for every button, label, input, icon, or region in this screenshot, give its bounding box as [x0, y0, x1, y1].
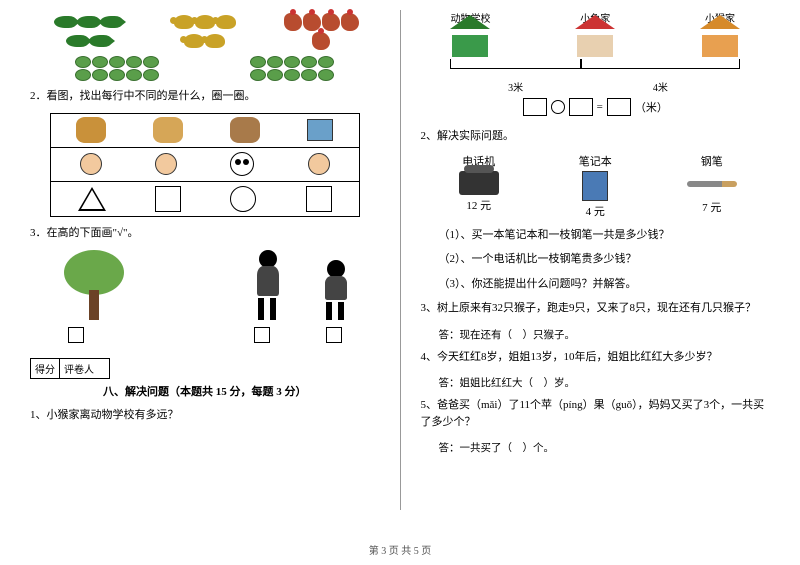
equation-row: = （米） — [420, 98, 770, 116]
eq-unit: （米） — [635, 99, 668, 115]
item-notebook: 笔记本 4 元 — [555, 153, 635, 219]
score-box: 得分 评卷人 — [30, 358, 110, 379]
square-shape-2 — [306, 186, 332, 212]
q8-1: 1、小猴家离动物学校有多远？ — [30, 407, 380, 424]
score-label: 得分 — [31, 359, 60, 378]
bracket-2 — [581, 59, 740, 69]
right-column: 动物学校 小兔家 小猴家 3米 4米 = （米） — [420, 10, 770, 505]
notebook-icon — [582, 171, 608, 201]
item-pen: 钢笔 7 元 — [672, 153, 752, 219]
r-q3: 3、树上原来有32只猴子，跑走9只，又来了8只，现在还有几只猴子？ — [420, 300, 770, 317]
bracket-1 — [450, 59, 580, 69]
eq-box-1[interactable] — [523, 98, 547, 116]
pen-price: 7 元 — [672, 199, 752, 215]
image-row-frogs — [30, 56, 380, 81]
boy-icon — [80, 153, 102, 175]
eq-op-circle[interactable] — [551, 100, 565, 114]
nurse-icon — [308, 153, 330, 175]
r-q4: 4、今天红红8岁，姐姐13岁，10年后，姐姐比红红大多少岁？ — [420, 349, 770, 366]
distance-brackets — [420, 59, 770, 79]
school-icon — [450, 27, 490, 57]
r-q2-title: 2、解决实际问题。 — [420, 128, 770, 145]
eq-equals: = — [597, 101, 603, 113]
sub2: （2）、一个电话机比一枝钢笔贵多少钱？ — [420, 251, 770, 268]
grid-row-2 — [51, 148, 359, 182]
q3-images — [40, 250, 370, 320]
pen-icon — [687, 181, 737, 187]
house-rabbit: 小兔家 — [565, 10, 625, 59]
q3-checkboxes — [40, 327, 370, 343]
items-row: 电话机 12 元 笔记本 4 元 钢笔 7 元 — [420, 153, 770, 219]
girl-icon — [155, 153, 177, 175]
kid1-icon — [248, 250, 288, 320]
phone-icon — [459, 171, 499, 195]
grid-row-1 — [51, 114, 359, 148]
frog-group-1 — [67, 56, 167, 81]
lion-icon — [76, 117, 106, 143]
r-q5: 5、爸爸买（mǎi）了11个苹（píng）果（guǒ），妈妈又买了3个，一共买了… — [420, 397, 770, 430]
q3-text: 3．在高的下面画"√"。 — [30, 225, 380, 242]
item-phone: 电话机 12 元 — [439, 153, 519, 219]
ans4: 答：姐姐比红红大（ ）岁。 — [420, 375, 770, 390]
notebook-name: 笔记本 — [555, 153, 635, 169]
column-divider — [400, 10, 401, 510]
monkey-house-icon — [700, 27, 740, 57]
house-monkey: 小猴家 — [690, 10, 750, 59]
eq-box-2[interactable] — [569, 98, 593, 116]
grader-label: 评卷人 — [60, 359, 98, 378]
houses-row: 动物学校 小兔家 小猴家 — [420, 10, 770, 59]
frog-group-2 — [242, 56, 342, 81]
dist1-label: 3米 — [450, 79, 580, 94]
tiger-icon — [153, 117, 183, 143]
phone-price: 12 元 — [439, 197, 519, 213]
triangle-shape — [78, 187, 106, 211]
circle-shape — [230, 186, 256, 212]
sub1: （1）、买一本笔记本和一枝钢笔一共是多少钱？ — [420, 227, 770, 244]
fish-group — [48, 13, 128, 50]
horse-icon — [230, 117, 260, 143]
rooster-group — [281, 13, 361, 50]
left-column: 2．看图，找出每行中不同的是什么，圈一圈。 3．在高的下面画"√"。 — [30, 10, 380, 505]
duck-group — [165, 13, 245, 50]
ans3: 答：现在还有（ ）只猴子。 — [420, 327, 770, 342]
square-shape — [155, 186, 181, 212]
image-row-animals — [30, 13, 380, 50]
tree-icon — [54, 250, 134, 320]
q2-grid — [50, 113, 360, 217]
house-school: 动物学校 — [440, 10, 500, 59]
sub3: （3）、你还能提出什么问题吗？并解答。 — [420, 276, 770, 293]
dist2-label: 4米 — [581, 79, 740, 94]
checkbox-kid1[interactable] — [254, 327, 270, 343]
tv-icon — [307, 119, 333, 141]
panda-icon — [230, 152, 254, 176]
grid-row-3 — [51, 182, 359, 216]
section8-title: 八、解决问题（本题共 15 分，每题 3 分） — [30, 383, 380, 399]
ans5: 答：一共买了（ ）个。 — [420, 440, 770, 455]
notebook-price: 4 元 — [555, 203, 635, 219]
checkbox-kid2[interactable] — [326, 327, 342, 343]
worksheet-page: 2．看图，找出每行中不同的是什么，圈一圈。 3．在高的下面画"√"。 — [0, 0, 800, 530]
pen-name: 钢笔 — [672, 153, 752, 169]
page-footer: 第 3 页 共 5 页 — [0, 542, 800, 557]
checkbox-tree[interactable] — [68, 327, 84, 343]
q2-text: 2．看图，找出每行中不同的是什么，圈一圈。 — [30, 88, 380, 105]
eq-box-3[interactable] — [607, 98, 631, 116]
rabbit-house-icon — [575, 27, 615, 57]
kid2-icon — [316, 260, 356, 320]
